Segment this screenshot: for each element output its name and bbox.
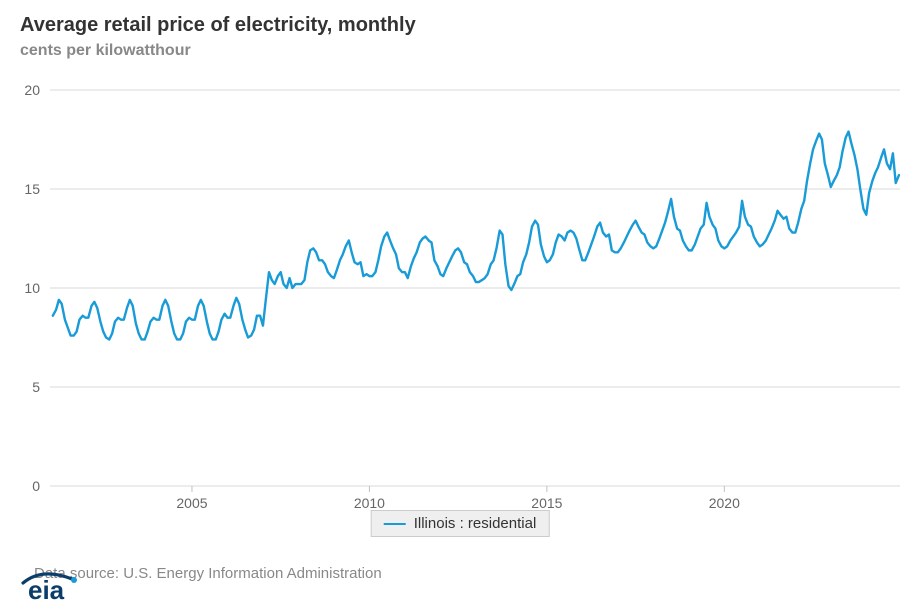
y-axis: 0 5 10 15 20: [24, 82, 40, 494]
svg-text:15: 15: [24, 181, 40, 197]
svg-text:0: 0: [32, 478, 40, 494]
chart-container: Average retail price of electricity, mon…: [0, 0, 920, 613]
data-source-text: Data source: U.S. Energy Information Adm…: [34, 565, 382, 582]
chart-series: [53, 132, 899, 340]
svg-text:2015: 2015: [531, 495, 562, 511]
chart-legend: Illinois : residential: [371, 510, 550, 537]
svg-text:2010: 2010: [354, 495, 385, 511]
svg-text:eia: eia: [28, 575, 65, 603]
chart-footer: eia Data source: U.S. Energy Information…: [20, 565, 382, 582]
svg-text:2020: 2020: [709, 495, 740, 511]
svg-text:10: 10: [24, 280, 40, 296]
svg-text:2005: 2005: [176, 495, 207, 511]
svg-text:5: 5: [32, 379, 40, 395]
legend-swatch: [384, 523, 406, 525]
chart-grid: [50, 90, 900, 486]
x-axis: 2005 2010 2015 2020: [176, 486, 740, 511]
legend-label: Illinois : residential: [414, 515, 537, 532]
svg-text:20: 20: [24, 82, 40, 98]
